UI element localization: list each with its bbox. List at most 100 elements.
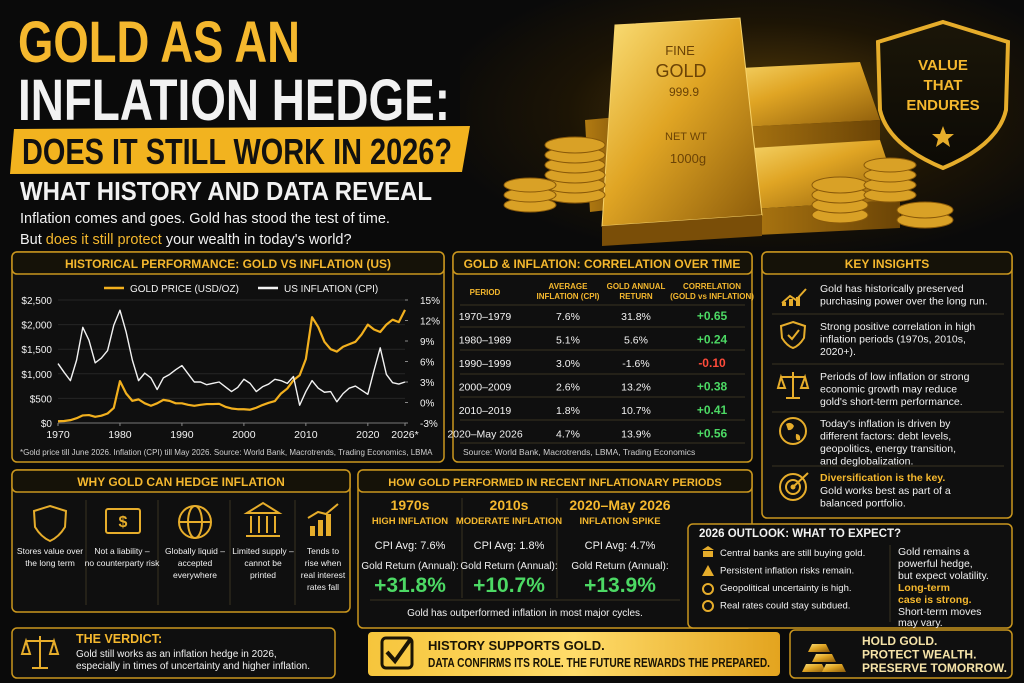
cpi: CPI Avg: 7.6%: [375, 540, 446, 552]
y2-tick-label: 3%: [420, 378, 435, 389]
panel-title: HOW GOLD PERFORMED IN RECENT INFLATIONAR…: [388, 477, 721, 489]
closing-text: PRESERVE TOMORROW.: [862, 661, 1007, 675]
source: Source: World Bank, Macrotrends, LBMA, T…: [463, 447, 695, 457]
closing-text: PROTECT WEALTH.: [862, 648, 976, 662]
y2-tick-label: 12%: [420, 317, 440, 328]
bar-engraving: 999.9: [669, 85, 699, 99]
y2-tick-label: 6%: [420, 358, 435, 369]
y-tick-label: $0: [41, 419, 53, 430]
series-line: [57, 309, 406, 406]
panel-title: 2026 OUTLOOK: WHAT TO EXPECT?: [699, 528, 901, 540]
insight: purchasing power over the long run.: [820, 296, 988, 308]
column-header: AVERAGE: [549, 282, 589, 291]
banner-text: DATA CONFIRMS ITS ROLE. THE FUTURE REWAR…: [428, 656, 770, 670]
reason: no counterparty risk: [85, 558, 160, 568]
reason: real interest: [301, 570, 346, 580]
table-cell: 4.7%: [556, 429, 580, 441]
period-label: INFLATION SPIKE: [579, 516, 660, 527]
period-label: MODERATE INFLATION: [456, 516, 562, 527]
reason: cannot be: [244, 558, 282, 568]
intro-highlight: does it still protect: [46, 232, 162, 248]
title: GOLD AS AN: [18, 10, 300, 75]
period: 2010s: [490, 497, 529, 513]
return-label: Gold Return (Annual):: [571, 561, 668, 572]
table-cell: 2.6%: [556, 382, 580, 394]
bar-engraving: GOLD: [655, 61, 706, 81]
intro: Inflation comes and goes. Gold has stood…: [20, 211, 390, 227]
x-tick-label: 1980: [108, 429, 132, 441]
intro: your wealth in today's world?: [166, 232, 352, 248]
bar-engraving: NET WT: [665, 131, 707, 143]
outlook-summary: may vary.: [898, 617, 943, 629]
table-cell: -0.10: [698, 356, 726, 370]
panel-title: KEY INSIGHTS: [845, 257, 929, 271]
badge-text: VALUE: [918, 57, 968, 74]
reason: Limited supply –: [232, 546, 294, 556]
column-header: INFLATION (CPI): [537, 292, 600, 301]
insight: Strong positive correlation in high: [820, 321, 975, 333]
reason: rates fall: [307, 582, 339, 592]
title-band: [10, 126, 470, 174]
table-cell: +0.38: [697, 380, 728, 394]
x-tick-label: 2000: [232, 429, 256, 441]
insight: geopolitics, energy transition,: [820, 443, 956, 455]
verdict-text: especially in times of uncertainty and h…: [76, 661, 310, 672]
insight: Periods of low inflation or strong: [820, 371, 970, 383]
insight: Today's inflation is driven by: [820, 418, 951, 430]
table-cell: 1980–1989: [459, 335, 512, 347]
table-cell: +0.56: [697, 427, 728, 441]
banner-text: HISTORY SUPPORTS GOLD.: [428, 638, 605, 653]
verdict-text: Gold still works as an inflation hedge i…: [76, 649, 277, 660]
insight: inflation periods (1970s, 2010s,: [820, 334, 966, 346]
column-header: PERIOD: [470, 288, 501, 297]
cpi: CPI Avg: 1.8%: [474, 540, 545, 552]
x-tick-label: 1990: [170, 429, 194, 441]
outlook-item: Geopolitical uncertainty is high.: [720, 583, 852, 594]
y-tick-label: $500: [30, 394, 53, 405]
insight: different factors: debt levels,: [820, 431, 951, 443]
return-label: Gold Return (Annual):: [460, 561, 557, 572]
table-cell: 7.6%: [556, 311, 580, 323]
column-header: GOLD ANNUAL: [607, 282, 666, 291]
column-header: RETURN: [619, 292, 653, 301]
title: INFLATION HEDGE:: [18, 68, 450, 133]
y-tick-label: $2,500: [21, 296, 52, 307]
footnote: *Gold price till June 2026. Inflation (C…: [20, 448, 433, 457]
table-cell: 5.1%: [556, 335, 580, 347]
note: Gold has outperformed inflation in most …: [407, 608, 643, 619]
table-cell: -1.6%: [622, 358, 649, 370]
insight: and deglobalization.: [820, 456, 913, 468]
table-cell: 1.8%: [556, 405, 580, 417]
table-cell: 1970–1979: [459, 311, 512, 323]
x-tick-label: 2020: [356, 429, 380, 441]
y2-tick-label: 0%: [420, 399, 435, 410]
outlook-item: Real rates could stay subdued.: [720, 601, 850, 612]
insight: Gold works best as part of a: [820, 485, 951, 497]
reason: Tends to: [307, 546, 339, 556]
y2-tick-label: 9%: [420, 337, 435, 348]
bar-engraving: 1000g: [670, 151, 706, 166]
return: +10.7%: [473, 574, 545, 597]
period: 1970s: [391, 497, 430, 513]
y2-tick-label: 15%: [420, 296, 440, 307]
period-label: HIGH INFLATION: [372, 516, 448, 527]
verdict-title: THE VERDICT:: [76, 632, 162, 646]
insight: 2020+).: [820, 346, 856, 358]
badge-text: THAT: [924, 77, 963, 94]
icons: $: [20, 288, 846, 672]
column-header: CORRELATION: [683, 282, 741, 291]
table-cell: +0.24: [697, 333, 728, 347]
title-highlight: DOES IT STILL WORK IN 2026?: [22, 131, 452, 172]
y-tick-label: $1,000: [21, 370, 52, 381]
table-cell: 1990–1999: [459, 358, 512, 370]
bar-engraving: FINE: [665, 43, 695, 58]
reason: Stores value over: [17, 546, 83, 556]
reason: everywhere: [173, 570, 217, 580]
outlook-summary: Gold remains a: [898, 546, 969, 558]
outlook-summary: Short-term moves: [898, 606, 981, 618]
outlook-item: Persistent inflation risks remain.: [720, 566, 854, 577]
x-tick-label: 2010: [294, 429, 318, 441]
reason: Not a liability –: [94, 546, 150, 556]
